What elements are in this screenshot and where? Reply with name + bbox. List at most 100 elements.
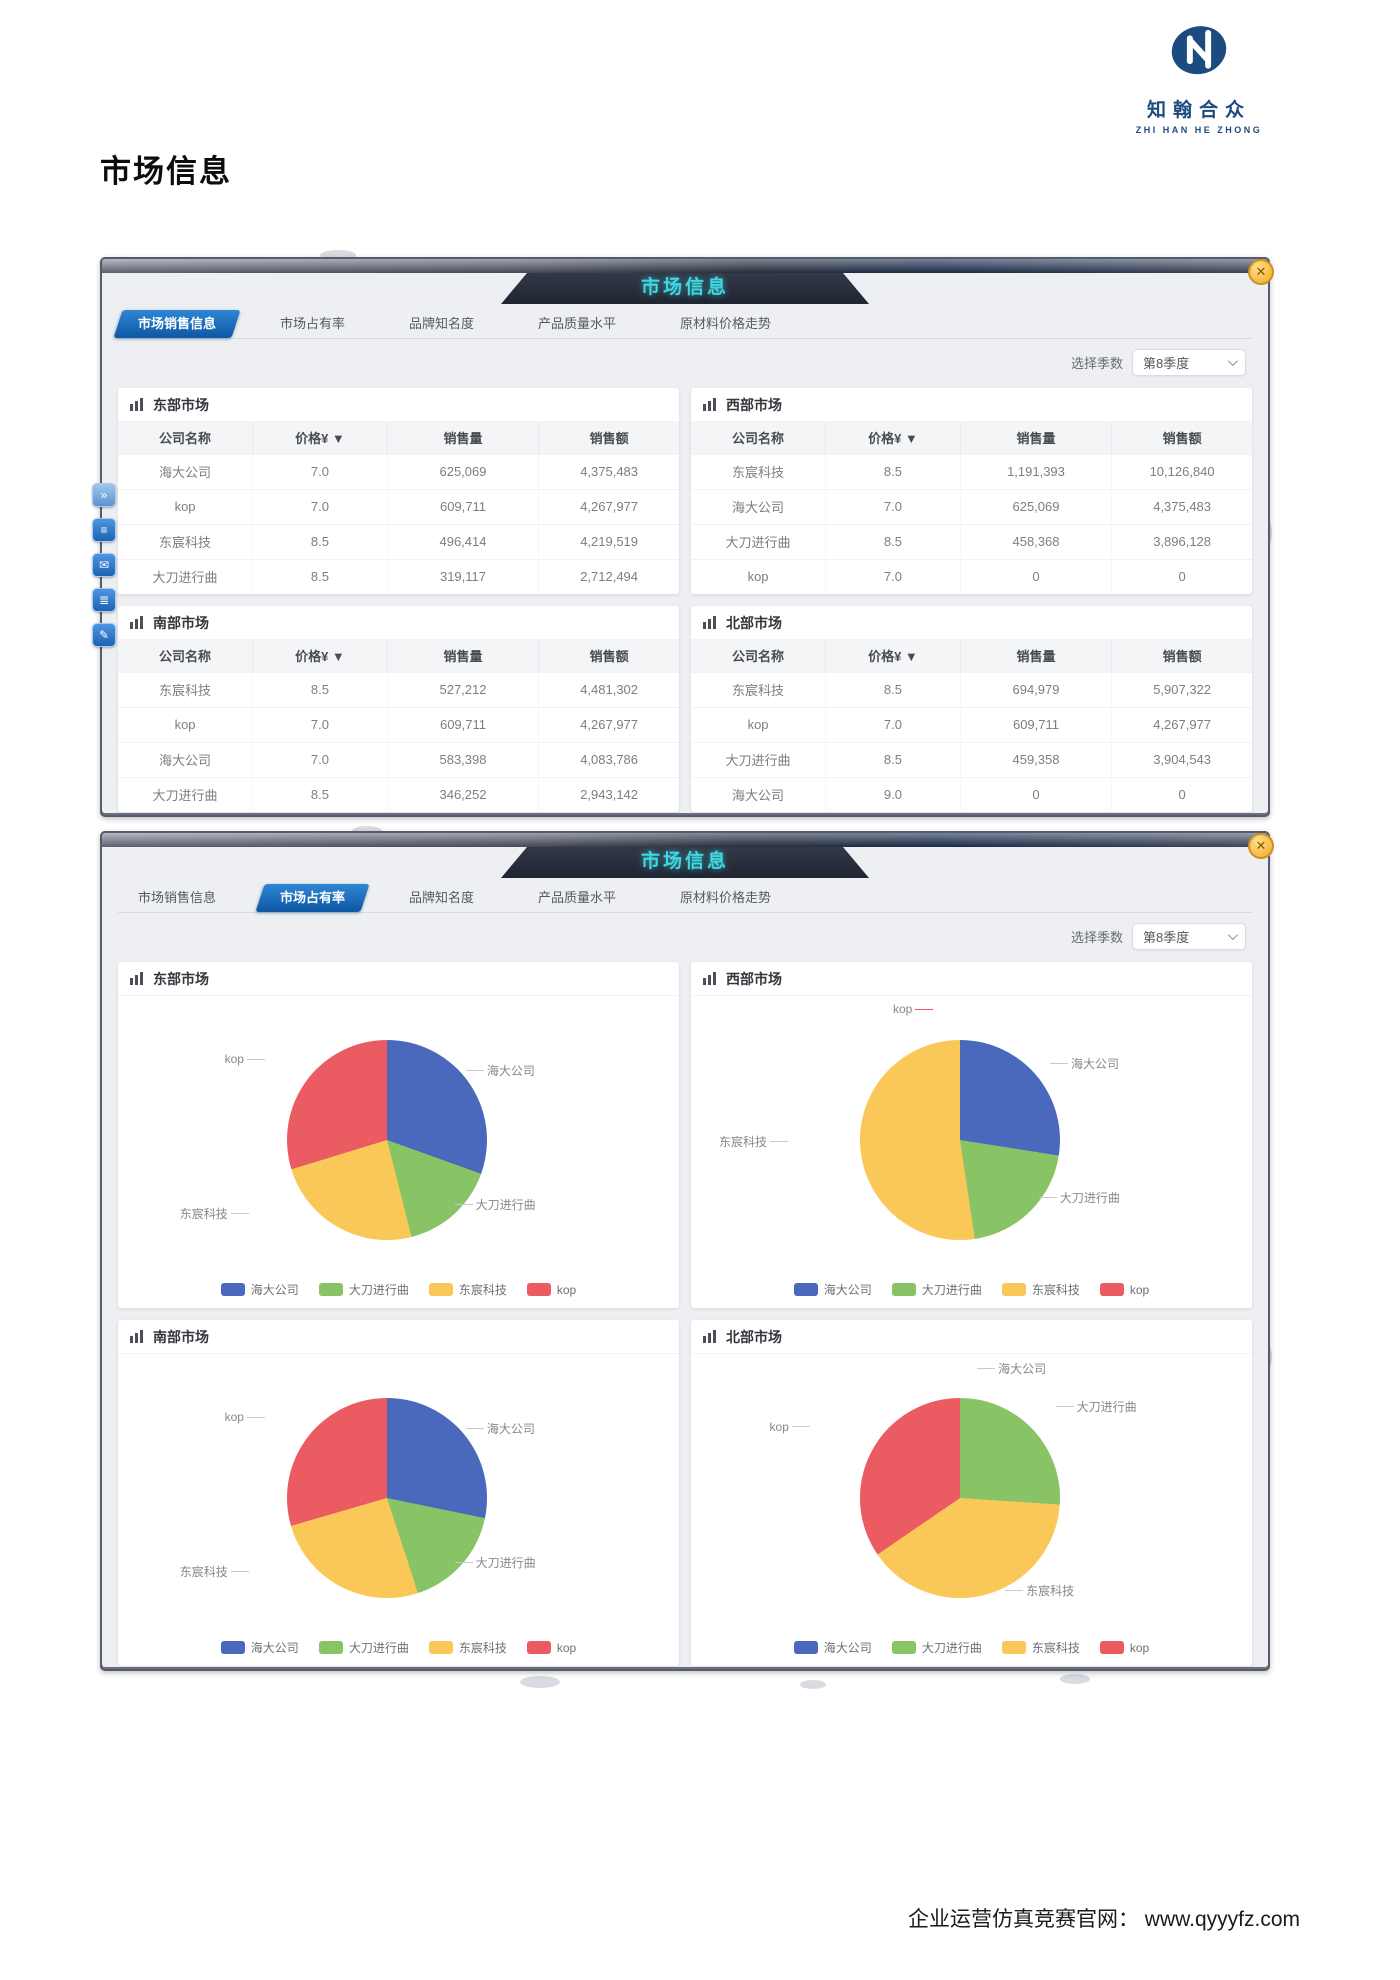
column-header: 销售量 [959,422,1112,454]
pie-chart[interactable] [287,1398,488,1598]
table-cell: 2,712,494 [538,558,679,594]
market-title: 东部市场 [153,970,209,987]
legend-swatch [1001,1283,1026,1296]
table-cell: 10,126,840 [1111,453,1252,489]
table-header-row: 公司名称 价格¥ ▼ 销售量 销售额 [118,422,679,454]
legend-item[interactable]: 海大公司 [220,1639,299,1656]
card-header: 南部市场 [118,1320,679,1354]
table-cell: 9.0 [825,776,961,812]
table-cell: 609,711 [386,706,539,742]
chart-legend: 海大公司 大刀进行曲 东宸科技 kop [691,1639,1252,1656]
pie-chart[interactable] [287,1040,488,1240]
table-cell: 346,252 [386,776,539,812]
legend-item[interactable]: 大刀进行曲 [891,1281,982,1298]
legend-label: 大刀进行曲 [921,1641,982,1655]
table-cell: 4,267,977 [538,488,679,524]
mail-icon[interactable]: ✉ [92,553,116,577]
chart-legend: 海大公司 大刀进行曲 东宸科技 kop [118,1281,679,1298]
column-header: 销售量 [959,640,1112,672]
table-cell: kop [118,488,253,524]
legend-label: 大刀进行曲 [921,1283,982,1297]
pie-chart[interactable] [860,1398,1061,1598]
legend-swatch [793,1641,818,1654]
quarter-select[interactable]: 第8季度 [1132,922,1246,950]
table-cell: 4,375,483 [1111,488,1252,524]
tab-4[interactable]: 原材料价格走势 [656,884,796,912]
card-header: 西部市场 [691,962,1252,996]
table-cell: 319,117 [386,558,539,594]
table-cell: 7.0 [252,741,388,777]
market-title: 西部市场 [726,970,782,987]
tab-0[interactable]: 市场销售信息 [113,884,240,912]
close-icon[interactable]: ✕ [1248,259,1274,285]
quarter-select[interactable]: 第8季度 [1132,348,1246,376]
table-row: 大刀进行曲 8.5 346,252 2,943,142 [118,776,679,812]
column-header: 销售额 [538,640,679,672]
column-header: 销售额 [1111,640,1252,672]
legend-swatch [526,1641,551,1654]
tab-2[interactable]: 品牌知名度 [384,310,498,338]
table-cell: 609,711 [386,488,539,524]
table-cell: 694,979 [959,671,1112,707]
close-icon[interactable]: ✕ [1248,833,1274,859]
legend-swatch [1001,1641,1026,1654]
table-cell: 459,358 [959,741,1112,777]
pie-card-east: 东部市场 kop 海大公司 大刀进行曲 东宸科技 海大公司 大刀进行曲 东宸科技 ko… [118,962,679,1308]
legend-label: kop [1129,1640,1150,1655]
legend-item[interactable]: 东宸科技 [428,1639,507,1656]
chat-icon[interactable]: ≡ [92,518,116,542]
legend-item[interactable]: 大刀进行曲 [891,1639,982,1656]
table-cell: 625,069 [386,453,539,489]
legend-item[interactable]: kop [1099,1281,1149,1298]
tab-3[interactable]: 产品质量水平 [513,310,640,338]
table-cell: 3,904,543 [1111,741,1252,777]
tab-bar: 市场销售信息 市场占有率 品牌知名度 产品质量水平 原材料价格走势 [118,884,1252,913]
legend-item[interactable]: 海大公司 [793,1639,872,1656]
tab-2[interactable]: 品牌知名度 [384,884,498,912]
market-table: 公司名称 价格¥ ▼ 销售量 销售额 东宸科技 8.5 694,979 5,907,322 k… [691,640,1252,812]
note-icon[interactable]: ✎ [92,623,116,647]
table-cell: 4,219,519 [538,523,679,559]
card-header: 南部市场 [118,606,679,640]
list-icon[interactable]: ≣ [92,588,116,612]
logo-text-cn: 知翰合众 [1146,100,1251,121]
table-cell: 5,907,322 [1111,671,1252,707]
tab-1[interactable]: 市场占有率 [255,884,370,912]
pie-label: 海大公司 [977,1360,1046,1377]
tab-3[interactable]: 产品质量水平 [513,884,640,912]
legend-item[interactable]: 海大公司 [793,1281,872,1298]
pie-chart[interactable] [860,1040,1061,1240]
table-header-row: 公司名称 价格¥ ▼ 销售量 销售额 [691,640,1252,672]
tab-label: 品牌知名度 [409,316,475,331]
bar-chart-icon [130,1330,143,1343]
legend-label: 海大公司 [823,1641,872,1655]
tab-label: 市场占有率 [280,890,346,905]
legend-item[interactable]: kop [526,1281,576,1298]
tab-4[interactable]: 原材料价格走势 [656,310,796,338]
column-header: 销售额 [538,422,679,454]
legend-item[interactable]: kop [526,1639,576,1656]
legend-label: 大刀进行曲 [348,1641,409,1655]
legend-item[interactable]: 东宸科技 [428,1281,507,1298]
decoration-blob [320,250,356,260]
legend-item[interactable]: 东宸科技 [1001,1281,1080,1298]
table-cell: 7.0 [825,558,961,594]
table-cell: 0 [1111,776,1252,812]
legend-item[interactable]: 海大公司 [220,1281,299,1298]
tab-1[interactable]: 市场占有率 [255,310,369,338]
legend-item[interactable]: 大刀进行曲 [318,1281,409,1298]
market-table-grid: 东部市场 公司名称 价格¥ ▼ 销售量 销售额 海大公司 7.0 625,069 4,375… [118,388,1252,812]
legend-item[interactable]: 东宸科技 [1001,1639,1080,1656]
market-title: 南部市场 [153,614,209,631]
footer-link[interactable]: 企业运营仿真竞赛官网： www.qyyyfz.com [907,1908,1300,1931]
legend-swatch [428,1641,453,1654]
quarter-select-row: 选择季数 第8季度 [124,922,1246,950]
pie-label: 海大公司 [1050,1055,1119,1072]
side-toolbar-fragment: » ≡ ✉ ≣ ✎ [92,483,116,647]
legend-item[interactable]: kop [1099,1639,1150,1656]
tab-0[interactable]: 市场销售信息 [113,310,241,338]
pie-label: 东宸科技 [180,1563,249,1580]
collapse-chevron-icon[interactable]: » [92,483,116,507]
legend-item[interactable]: 大刀进行曲 [318,1639,409,1656]
pie-card-south: 南部市场 kop 海大公司 大刀进行曲 东宸科技 海大公司 大刀进行曲 东宸科技 ko… [118,1320,679,1666]
